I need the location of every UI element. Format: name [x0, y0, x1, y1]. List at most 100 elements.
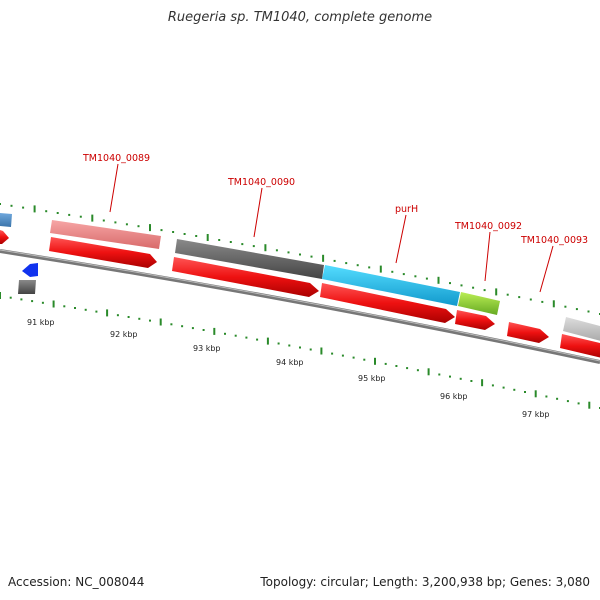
minor-tick [191, 327, 194, 330]
minor-tick [275, 249, 278, 252]
leader-line-purH [395, 214, 407, 264]
major-tick [91, 214, 94, 222]
minor-tick [368, 266, 371, 269]
minor-tick [459, 377, 462, 380]
minor-tick [384, 362, 387, 365]
outer-tick-ring [0, 203, 600, 315]
minor-tick [181, 325, 184, 328]
minor-tick [172, 231, 175, 233]
major-tick [266, 337, 269, 345]
minor-tick [524, 391, 526, 393]
minor-tick [564, 305, 567, 308]
minor-tick [391, 270, 394, 273]
major-tick [33, 205, 36, 213]
minor-tick [356, 264, 359, 267]
major-tick [495, 288, 498, 296]
feature-cyan-purH [322, 265, 460, 306]
major-tick [481, 379, 484, 387]
kbp-label: 94 kbp [276, 358, 304, 367]
gene-label-0089: TM1040_0089 [82, 153, 150, 164]
minor-tick [114, 221, 117, 224]
minor-tick [406, 367, 409, 370]
feature-blue-reverse-arrow [22, 263, 38, 277]
minor-tick [183, 233, 186, 235]
major-tick [106, 309, 109, 317]
minor-tick [125, 223, 128, 226]
minor-tick [414, 275, 417, 278]
minor-tick [470, 380, 473, 382]
minor-tick [160, 229, 163, 232]
minor-tick [299, 253, 301, 256]
minor-tick [10, 204, 13, 207]
cds-arrow-0093 [507, 322, 549, 343]
map-title: Ruegeria sp. TM1040, complete genome [167, 10, 433, 25]
minor-tick [416, 369, 419, 372]
minor-tick [575, 308, 578, 311]
minor-tick [449, 375, 451, 378]
major-tick [427, 368, 430, 376]
major-tick [52, 300, 55, 308]
minor-tick [234, 334, 237, 337]
gene-label-purH: purH [395, 204, 418, 215]
minor-tick [84, 308, 87, 311]
minor-tick [341, 354, 344, 357]
kbp-label: 96 kbp [440, 392, 468, 401]
minor-tick [256, 338, 259, 341]
major-tick [149, 224, 151, 232]
major-tick [213, 327, 216, 335]
minor-tick [45, 210, 48, 213]
minor-tick [483, 289, 486, 292]
minor-tick [137, 225, 140, 228]
cds-arrow-0092 [455, 310, 495, 330]
minor-tick [20, 298, 23, 301]
accession-text: Accession: NC_008044 [8, 575, 145, 589]
minor-tick [116, 314, 119, 317]
minor-tick [127, 316, 130, 318]
minor-tick [170, 323, 173, 326]
feature-pink-0089 [50, 220, 161, 249]
major-tick [320, 347, 323, 355]
minor-tick [331, 352, 334, 355]
minor-tick [287, 251, 290, 254]
minor-tick [9, 296, 12, 299]
minor-tick [513, 388, 516, 391]
minor-tick [245, 336, 248, 339]
feature-darkgray-small [18, 280, 36, 294]
minor-tick [345, 262, 348, 265]
minor-tick [529, 298, 532, 301]
kbp-label: 97 kbp [522, 410, 550, 419]
kbp-label: 92 kbp [110, 330, 138, 339]
minor-tick [587, 310, 590, 313]
minor-tick [425, 277, 428, 280]
gene-label-0090: TM1040_0090 [227, 177, 295, 188]
kbp-label: 91 kbp [27, 318, 55, 327]
minor-tick [149, 319, 151, 322]
minor-tick [506, 293, 509, 296]
minor-tick [277, 342, 280, 345]
minor-tick [566, 400, 569, 403]
kbp-label: 95 kbp [358, 374, 386, 383]
leader-line-0089 [109, 163, 119, 213]
minor-tick [472, 286, 475, 289]
minor-tick [195, 235, 198, 237]
minor-tick [309, 348, 312, 351]
major-tick [264, 244, 267, 252]
minor-tick [229, 241, 232, 243]
kbp-label: 93 kbp [193, 344, 221, 353]
feature-steelblue-partial [0, 213, 12, 227]
minor-tick [518, 296, 521, 299]
major-tick [588, 401, 591, 409]
minor-tick [138, 317, 141, 320]
major-tick [552, 300, 555, 308]
feature-lightgray-right [563, 317, 600, 341]
minor-tick [502, 386, 505, 389]
cds-arrow-0090 [172, 257, 319, 297]
minor-tick [333, 259, 336, 262]
inner-tick-ring [0, 292, 600, 409]
minor-tick [68, 213, 71, 216]
minor-tick [252, 245, 255, 248]
minor-tick [56, 212, 59, 214]
major-tick [534, 390, 537, 398]
minor-tick [288, 344, 291, 347]
minor-tick [299, 346, 301, 349]
